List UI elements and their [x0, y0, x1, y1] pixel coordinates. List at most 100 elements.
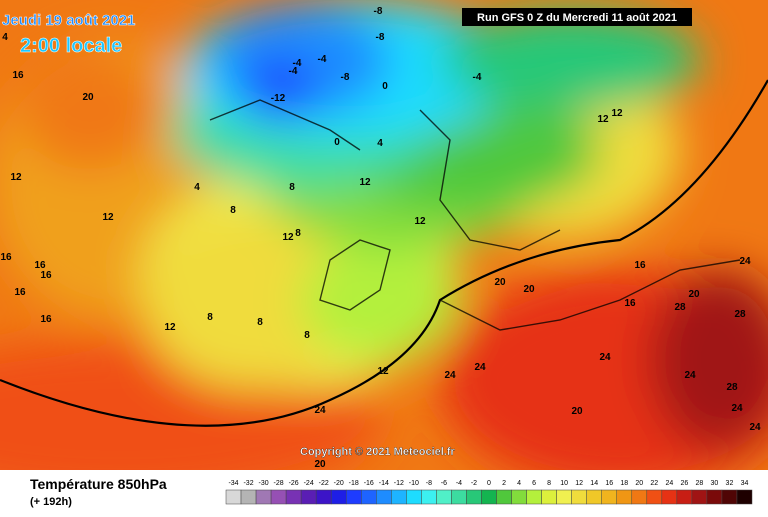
scale-swatch: [391, 489, 407, 505]
scale-label: -16: [364, 480, 374, 487]
contour-label: 8: [289, 182, 295, 193]
contour-label: 16: [14, 287, 26, 298]
scale-swatch: [601, 489, 617, 505]
scale-swatch: [345, 489, 362, 505]
contour-label: 20: [688, 289, 700, 300]
scale-label: 8: [547, 480, 551, 487]
scale-swatch: [586, 489, 602, 505]
scale-label: -30: [259, 480, 269, 487]
scale-label: 20: [635, 480, 643, 487]
scale-label: -26: [289, 480, 299, 487]
scale-label: 32: [726, 480, 734, 487]
scale-swatch: [676, 489, 693, 505]
scale-label: 26: [680, 480, 688, 487]
scale-swatch: [646, 489, 663, 505]
scale-swatch: [541, 489, 557, 505]
scale-swatch: [616, 489, 633, 505]
contour-label: -8: [341, 72, 350, 83]
scale-label: 0: [487, 480, 491, 487]
scale-swatch: [571, 489, 587, 505]
coastlines: [209, 99, 741, 331]
scale-label: -18: [349, 480, 359, 487]
scale-label: 22: [650, 480, 658, 487]
scale-swatch: [240, 489, 257, 505]
contour-label: 16: [624, 298, 636, 309]
contour-label: 16: [634, 260, 646, 271]
scale-swatch: [406, 489, 422, 505]
scale-label: 34: [741, 480, 749, 487]
contour-label: -4: [289, 66, 298, 77]
contour-label: -8: [376, 32, 385, 43]
contour-label: 8: [230, 205, 236, 216]
scale-label: -22: [319, 480, 329, 487]
contour-label: 20: [571, 406, 583, 417]
scale-label: 28: [696, 480, 704, 487]
color-scale: -34 -32 -30 -28 -26 -24 -22 -20 -18 -16 -14 -12 -10-…: [225, 480, 753, 505]
scale-label: 14: [590, 480, 598, 487]
scale-label: -2: [471, 480, 477, 487]
scale-swatch: [300, 489, 317, 505]
contour-label: 24: [731, 403, 743, 414]
scale-swatch: [721, 489, 738, 505]
scale-label: -4: [456, 480, 462, 487]
scale-swatch: [691, 489, 708, 505]
isotherm-20: [0, 79, 768, 427]
contour-label: 4: [194, 182, 200, 193]
contour-label: -4: [293, 58, 302, 69]
scale-swatch: [451, 489, 467, 505]
contour-label: 12: [102, 212, 114, 223]
run-info: Run GFS 0 Z du Mercredi 11 août 2021: [477, 12, 677, 24]
contour-label: 20: [523, 284, 535, 295]
contour-label: 16: [12, 70, 24, 81]
contour-labels: 16201212161616161612848812128840-4-4-8-1…: [0, 6, 761, 470]
scale-label: -6: [441, 480, 447, 487]
contour-label: -12: [271, 93, 286, 104]
scale-label: -20: [334, 480, 344, 487]
scale-label: -10: [409, 480, 419, 487]
contour-label: 8: [304, 330, 310, 341]
scale-label: -24: [304, 480, 314, 487]
scale-swatch: [376, 489, 392, 505]
contour-label: 16: [34, 260, 46, 271]
scale-label: 4: [517, 480, 521, 487]
scale-swatch: [481, 489, 497, 505]
scale-label: 16: [605, 480, 613, 487]
contour-label: 12: [414, 216, 426, 227]
scale-swatch: [330, 489, 347, 505]
scale-label: -8: [426, 480, 432, 487]
contour-label: 4: [377, 138, 383, 149]
contour-label: 16: [0, 252, 12, 263]
scale-swatch: [315, 489, 332, 505]
contour-label: 16: [40, 270, 52, 281]
contour-label: 28: [674, 302, 686, 313]
contour-label: 24: [684, 370, 696, 381]
contour-label: 0: [334, 137, 340, 148]
scale-swatch: [285, 489, 302, 505]
scale-swatch: [270, 489, 287, 505]
copyright: Copyright © 2021 Meteociel.fr: [300, 446, 456, 458]
contour-label: 24: [474, 362, 486, 373]
scale-swatch: [661, 489, 678, 505]
scale-label: 12: [575, 480, 583, 487]
scale-swatch: [511, 489, 527, 505]
scale-label: 24: [665, 480, 673, 487]
scale-label: -12: [394, 480, 404, 487]
contour-label: 28: [726, 382, 738, 393]
contour-label: 24: [739, 256, 751, 267]
contour-label: 12: [359, 177, 371, 188]
contour-label: -4: [318, 54, 327, 65]
field-title: Température 850hPa: [30, 476, 167, 492]
contour-label: 12: [611, 108, 623, 119]
scale-label: 18: [620, 480, 628, 487]
contour-label: 8: [257, 317, 263, 328]
scale-swatch: [361, 489, 377, 505]
scale-label: 6: [532, 480, 536, 487]
run-box: [462, 8, 692, 26]
contour-label: 8: [295, 228, 301, 239]
contour-label: 0: [382, 81, 388, 92]
scale-label: -28: [274, 480, 284, 487]
scale-label: -34: [228, 480, 238, 487]
contour-label: 12: [164, 322, 176, 333]
contour-label: 8: [207, 312, 213, 323]
